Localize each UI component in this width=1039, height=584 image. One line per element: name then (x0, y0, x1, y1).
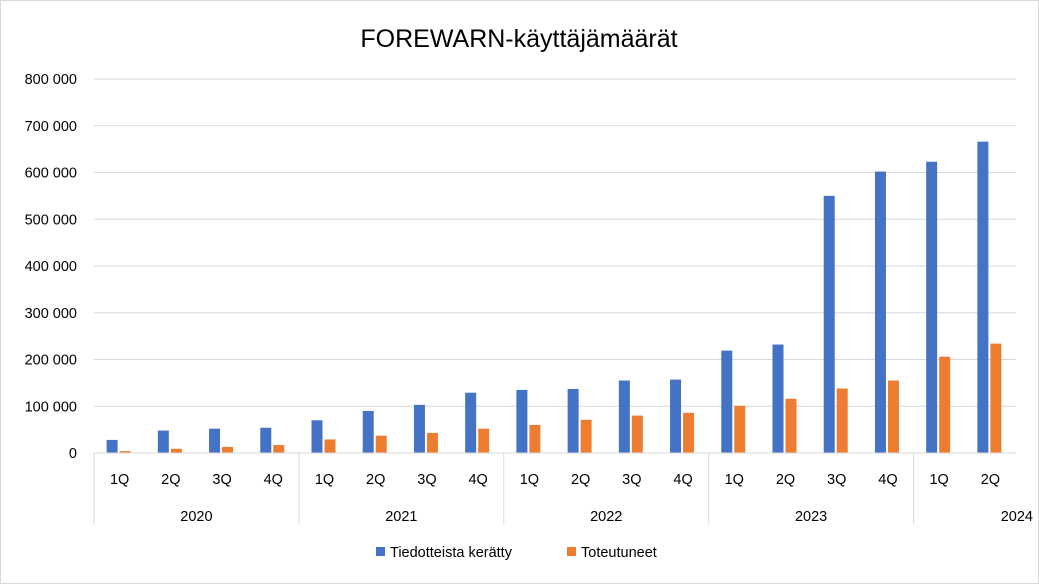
y-axis-ticks: 0 100 000 200 000 300 000 400 000 500 000 600 … (25, 72, 77, 462)
bar-toteutuneet (222, 446, 234, 453)
x-tick-label: 3Q (622, 472, 641, 488)
bar-tiedotteista-keratty (157, 430, 169, 453)
bar-tiedotteista-keratty (721, 350, 733, 453)
y-tick-label: 300 000 (25, 306, 77, 322)
x-group-label: 2020 (180, 509, 212, 525)
bar-tiedotteista-keratty (772, 344, 784, 453)
bar-tiedotteista-keratty (926, 161, 938, 453)
x-tick-label: 1Q (725, 472, 744, 488)
x-group-label: 2021 (385, 509, 417, 525)
bar-toteutuneet (785, 398, 797, 453)
legend-label: Toteutuneet (581, 545, 657, 561)
y-tick-label: 0 (69, 446, 77, 462)
bar-tiedotteista-keratty (362, 410, 374, 453)
bar-toteutuneet (683, 412, 695, 453)
bar-tiedotteista-keratty (618, 380, 630, 453)
bar-toteutuneet (887, 380, 899, 453)
x-tick-label: 2Q (981, 472, 1000, 488)
bar-toteutuneet (375, 435, 387, 453)
bar-tiedotteista-keratty (209, 428, 221, 453)
bar-toteutuneet (580, 419, 592, 453)
x-tick-label: 3Q (827, 472, 846, 488)
y-tick-label: 100 000 (25, 399, 77, 415)
bar-toteutuneet (324, 439, 336, 453)
y-tick-label: 800 000 (25, 72, 77, 88)
bar-toteutuneet (990, 343, 1002, 453)
x-tick-label: 2Q (571, 472, 590, 488)
x-tick-label: 3Q (212, 472, 231, 488)
x-tick-label: 1Q (929, 472, 948, 488)
bar-tiedotteista-keratty (516, 389, 528, 453)
bar-tiedotteista-keratty (567, 388, 579, 453)
x-tick-label: 1Q (315, 472, 334, 488)
bar-tiedotteista-keratty (670, 379, 682, 453)
bar-toteutuneet (529, 424, 541, 453)
bar-toteutuneet (478, 428, 490, 453)
x-tick-label: 1Q (110, 472, 129, 488)
bar-toteutuneet (631, 415, 643, 453)
bar-toteutuneet (734, 405, 746, 453)
y-tick-label: 600 000 (25, 166, 77, 182)
bar-tiedotteista-keratty (823, 195, 835, 453)
bars (106, 141, 1002, 453)
x-tick-label: 4Q (878, 472, 897, 488)
legend-label: Tiedotteista kerätty (390, 545, 513, 561)
bar-tiedotteista-keratty (465, 392, 477, 453)
x-tick-label: 2Q (776, 472, 795, 488)
bar-tiedotteista-keratty (260, 427, 272, 453)
x-tick-label: 4Q (264, 472, 283, 488)
bar-toteutuneet (119, 451, 131, 453)
bar-toteutuneet (836, 388, 848, 453)
x-tick-label: 2Q (366, 472, 385, 488)
y-tick-label: 400 000 (25, 259, 77, 275)
bar-toteutuneet (273, 445, 285, 453)
bar-tiedotteista-keratty (977, 141, 989, 453)
y-tick-label: 700 000 (25, 119, 77, 135)
bar-tiedotteista-keratty (311, 420, 323, 453)
x-tick-label: 4Q (468, 472, 487, 488)
gridlines (94, 78, 1016, 407)
x-tick-label: 4Q (673, 472, 692, 488)
x-tick-label: 3Q (417, 472, 436, 488)
y-tick-label: 500 000 (25, 212, 77, 228)
x-tick-label: 2Q (161, 472, 180, 488)
chart-title: FOREWARN-käyttäjämäärät (360, 25, 677, 53)
x-axis: 1Q 2Q 3Q 4Q 1Q 2Q 3Q 4Q 1Q 2Q 3Q 4Q 1Q 2Q 3Q 4Q 1Q 2Q 2020… (93, 452, 1033, 525)
x-group-label: 2024 (1001, 509, 1033, 525)
bar-tiedotteista-keratty (874, 171, 886, 453)
bar-toteutuneet (426, 432, 438, 453)
legend-swatch (567, 547, 576, 556)
bar-tiedotteista-keratty (106, 439, 118, 453)
legend-swatch (376, 547, 385, 556)
bar-toteutuneet (170, 448, 182, 453)
bar-tiedotteista-keratty (413, 404, 425, 453)
legend: Tiedotteista kerätty Toteutuneet (376, 545, 657, 561)
x-tick-label: 1Q (520, 472, 539, 488)
y-tick-label: 200 000 (25, 353, 77, 369)
bar-toteutuneet (939, 356, 951, 453)
x-group-label: 2023 (795, 509, 827, 525)
x-group-label: 2022 (590, 509, 622, 525)
